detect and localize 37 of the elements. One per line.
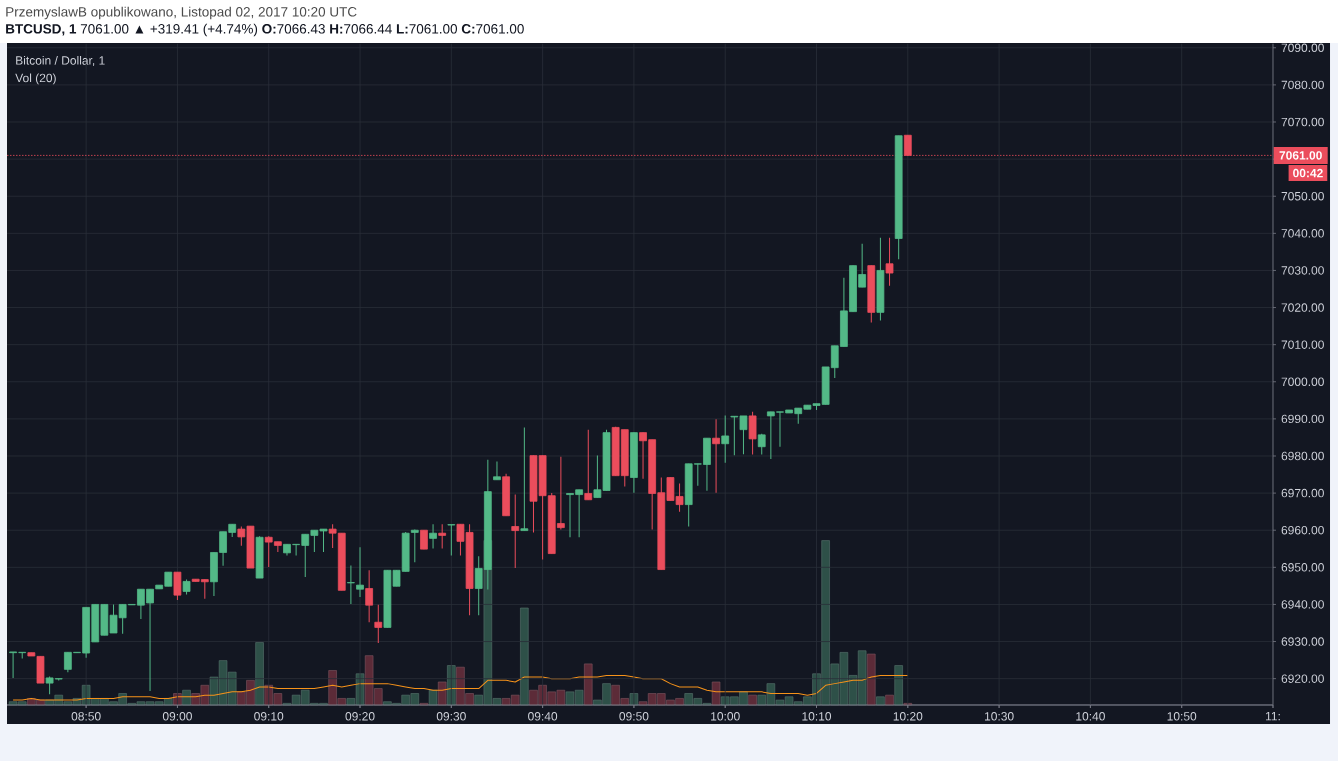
y-tick-label: 6990.00 (1281, 414, 1324, 424)
y-tick-label: 6930.00 (1281, 637, 1324, 646)
y-tick-label: 6970.00 (1281, 488, 1324, 498)
x-tick-label: 11: (1266, 712, 1280, 721)
x-tick-label: 10:30 (984, 712, 1014, 721)
y-tick-label: 7020.00 (1281, 303, 1324, 312)
y-tick-label: 7000.00 (1281, 377, 1324, 387)
x-tick-label: 10:50 (1167, 712, 1197, 721)
chart-title: Vol (20) (15, 73, 56, 85)
x-tick-label: 10:40 (1076, 712, 1105, 721)
ref-line-label: 7061.00 (1279, 151, 1322, 160)
y-tick-label: 7090.00 (1281, 43, 1324, 53)
y-tick-label: 7010.00 (1281, 340, 1324, 349)
y-tick-label: 7080.00 (1281, 80, 1324, 90)
text: 00:42 (1293, 168, 1323, 178)
y-tick-label: 6940.00 (1281, 600, 1324, 609)
y-tick-label: 7040.00 (1281, 229, 1324, 238)
x-tick-label: 10:00 (711, 712, 740, 721)
y-tick-label: 6980.00 (1281, 451, 1324, 461)
x-tick-label: 09:30 (436, 712, 466, 721)
y-tick-label: 7070.00 (1281, 117, 1324, 127)
y-tick-label: 6920.00 (1281, 674, 1324, 683)
x-tick-label: 09:20 (345, 712, 375, 721)
x-tick-label: 10:20 (893, 712, 923, 721)
y-tick-label: 7050.00 (1281, 191, 1324, 201)
annotation: Bitcoin / Dollar, 1 (16, 55, 105, 67)
x-tick-label: 09:00 (162, 712, 192, 721)
y-tick-label: 6950.00 (1281, 563, 1324, 572)
y-tick-label: 7030.00 (1281, 266, 1324, 275)
x-tick-label: 08:50 (71, 712, 101, 721)
x-tick-label: 09:50 (619, 712, 649, 721)
x-tick-label: 09:40 (528, 712, 558, 721)
x-tick-label: 10:10 (802, 712, 832, 721)
y-tick-label: 6960.00 (1281, 525, 1324, 535)
chart-title: PrzemyslawB opublikowano, Listopad 02, 2017 10:20 UTC (6, 6, 357, 20)
x-tick-label: 09:10 (254, 712, 284, 721)
text: BTCUSD, 1 7061.00 ▲ +319.41 (+4.74%) O:7066.43 H:7066.44 L:7061.00 C:7061.00 (6, 23, 524, 37)
